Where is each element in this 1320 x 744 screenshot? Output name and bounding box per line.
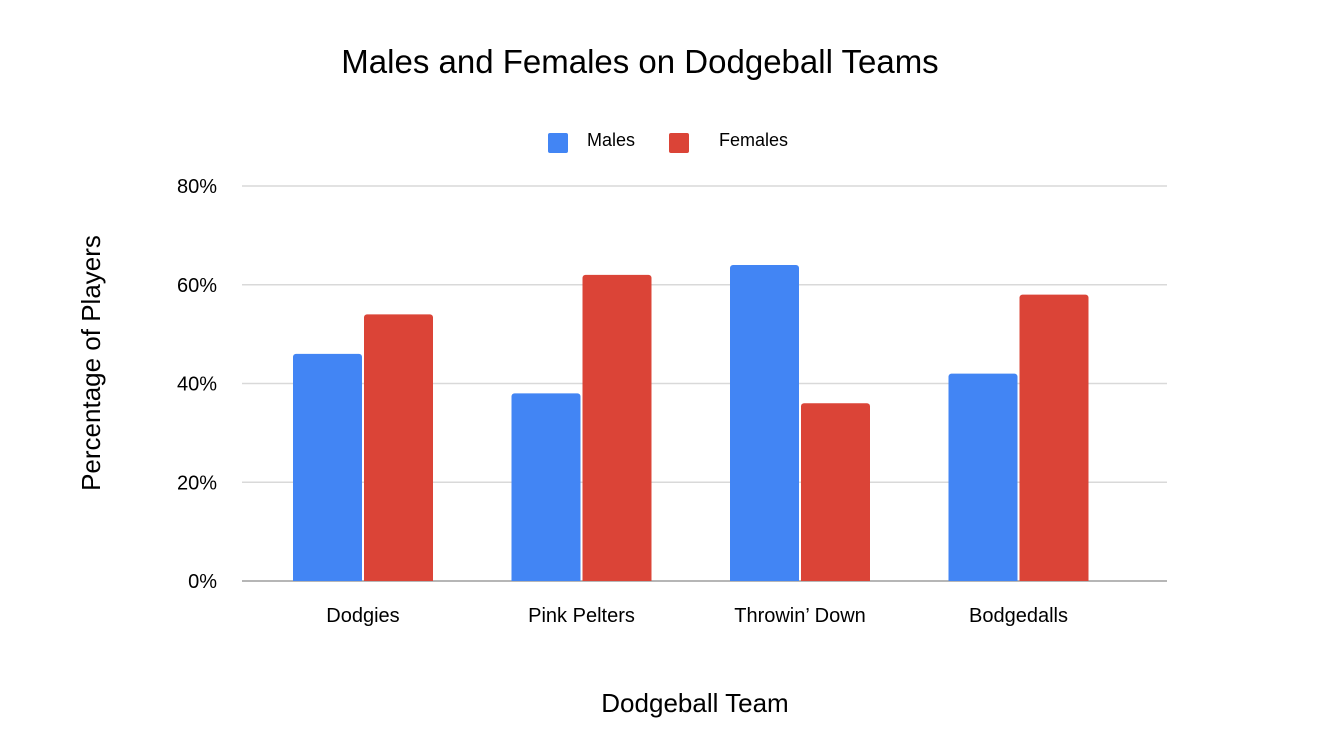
bar-base-females-1 xyxy=(582,577,652,581)
legend: Males Females xyxy=(548,130,788,153)
bar-base-males-3 xyxy=(948,577,1018,581)
legend-swatch-females xyxy=(669,133,689,153)
bar-females-3 xyxy=(1019,294,1089,581)
bar-males-3 xyxy=(948,373,1018,581)
bar-males-1 xyxy=(511,393,581,581)
x-category-label: Pink Pelters xyxy=(528,605,635,627)
x-axis-title: Dodgeball Team xyxy=(601,688,788,718)
x-category-label: Throwin’ Down xyxy=(734,605,866,627)
bars xyxy=(293,265,1089,581)
y-axis-ticks: 0% 20% 40% 60% 80% xyxy=(177,176,217,593)
bar-males-2 xyxy=(730,265,799,581)
chart-title: Males and Females on Dodgeball Teams xyxy=(341,43,938,80)
y-tick-label: 40% xyxy=(177,374,217,396)
legend-swatch-males xyxy=(548,133,568,153)
bar-base-females-0 xyxy=(364,577,433,581)
legend-label-males: Males xyxy=(587,130,635,150)
y-tick-label: 20% xyxy=(177,472,217,494)
bar-base-males-2 xyxy=(730,577,799,581)
x-axis-categories: Dodgies Pink Pelters Throwin’ Down Bodgedal… xyxy=(326,605,1068,627)
x-category-label: Bodgedalls xyxy=(969,605,1068,627)
x-category-label: Dodgies xyxy=(326,605,399,627)
y-tick-label: 60% xyxy=(177,275,217,297)
bar-females-2 xyxy=(801,403,870,581)
legend-label-females: Females xyxy=(719,130,788,150)
bar-base-females-3 xyxy=(1019,577,1089,581)
bar-females-0 xyxy=(364,314,433,581)
bar-base-males-1 xyxy=(511,577,581,581)
bar-base-males-0 xyxy=(293,577,362,581)
y-tick-label: 0% xyxy=(188,571,217,593)
y-axis-title: Percentage of Players xyxy=(76,235,106,491)
y-tick-label: 80% xyxy=(177,176,217,198)
bar-females-1 xyxy=(582,274,652,581)
bar-base-females-2 xyxy=(801,577,870,581)
bar-males-0 xyxy=(293,353,362,581)
